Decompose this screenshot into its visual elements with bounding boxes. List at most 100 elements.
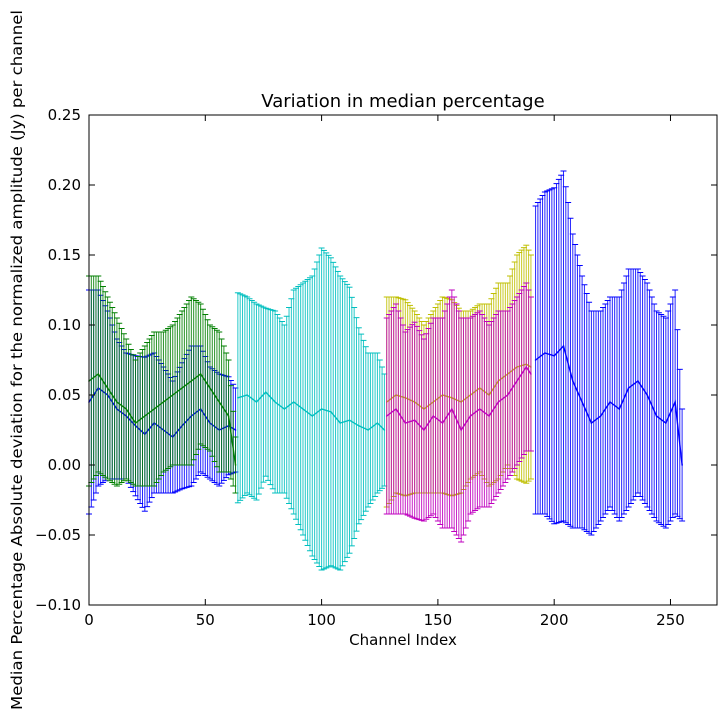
series-1-point <box>125 408 128 410</box>
series-1-point <box>134 422 137 424</box>
series-2-point <box>367 429 369 431</box>
series-5-point <box>590 422 593 424</box>
series-1-point <box>190 380 193 382</box>
x-tick-label-2: 100 <box>307 611 336 629</box>
series-1-point <box>97 373 100 375</box>
series-1-point <box>153 408 155 410</box>
series-4-point <box>516 380 518 382</box>
series-1-point <box>162 401 165 403</box>
series-1-point <box>181 387 183 389</box>
series-5-point <box>618 408 621 410</box>
chart-marks <box>86 170 686 571</box>
series-5-point <box>665 422 667 424</box>
series-4-error-bars <box>383 282 534 543</box>
series-2-point <box>348 419 351 422</box>
series-5-point <box>681 464 683 466</box>
y-tick-label-2: 0.00 <box>48 456 81 474</box>
series-5-point <box>674 401 676 403</box>
series-2-point <box>339 422 342 424</box>
series-2-point <box>330 411 332 413</box>
series-4-point <box>451 408 453 410</box>
series-1-point <box>199 373 202 375</box>
series-4-point <box>395 408 397 410</box>
x-tick-label-3: 150 <box>424 611 453 629</box>
y-tick-label-1: −0.05 <box>35 526 81 544</box>
series-1-point <box>234 464 237 466</box>
series-2-point <box>237 397 239 399</box>
series-2-point <box>255 401 258 403</box>
series-5-point <box>609 401 611 403</box>
series-0-line <box>88 386 236 438</box>
series-4-point <box>469 415 472 417</box>
series-5-point <box>655 415 658 417</box>
series-4-point <box>497 401 500 403</box>
series-5-point <box>637 380 639 382</box>
series-1-point <box>209 387 211 389</box>
series-1 <box>86 275 239 494</box>
series-4-point <box>413 419 416 422</box>
series-1-error-bars <box>86 275 239 494</box>
chart-title: Variation in median percentage <box>261 91 544 112</box>
series-4-point <box>404 422 407 424</box>
series-1-point <box>116 401 118 403</box>
series-0-point <box>234 429 237 431</box>
series-5-error-bars <box>532 170 686 536</box>
series-4-point <box>441 422 444 424</box>
plot-frame <box>88 114 718 606</box>
series-4-point <box>488 415 490 417</box>
series-4-point <box>530 373 532 375</box>
series-5-point <box>599 415 602 417</box>
y-tick-label-4: 0.10 <box>48 316 81 334</box>
series-5-point <box>646 394 649 396</box>
series-2-point <box>320 408 323 410</box>
series-4-point <box>478 408 481 410</box>
series-2-error-bars <box>234 247 388 571</box>
series-5-point <box>534 359 537 361</box>
series-5-point <box>562 345 565 347</box>
series-5 <box>532 170 686 536</box>
x-tick-label-5: 250 <box>656 611 685 629</box>
series-4 <box>383 282 534 543</box>
series-2-point <box>264 391 267 394</box>
x-tick-label-4: 200 <box>540 611 569 629</box>
series-2-line <box>237 391 385 431</box>
series-4-point <box>385 415 388 417</box>
series-5-point <box>544 352 546 354</box>
series-5-point <box>627 387 630 389</box>
series-1-point <box>144 415 146 417</box>
series-4-point <box>525 366 528 368</box>
series-4-point <box>432 415 435 417</box>
series-5-line <box>535 344 683 466</box>
series-5-point <box>553 355 555 357</box>
series-1-point <box>218 401 221 403</box>
series-2-point <box>274 401 276 403</box>
series-2-point <box>383 429 386 431</box>
series-1-point <box>171 394 174 396</box>
series-2-point <box>246 394 248 396</box>
y-tick-label-3: 0.05 <box>48 386 81 404</box>
series-2-point <box>302 408 304 410</box>
y-tick-label-5: 0.15 <box>48 246 81 264</box>
series-4-point <box>423 429 425 431</box>
series-1-line <box>88 372 237 466</box>
x-tick-label-1: 50 <box>196 611 215 629</box>
axis-ticks: 0 50 100 150 200 250 −0.10 −0.05 0.00 0.05 0.10 0.1… <box>35 106 717 629</box>
y-tick-label-6: 0.20 <box>48 176 81 194</box>
y-tick-label-7: 0.25 <box>48 106 81 124</box>
series-4-point <box>460 429 462 431</box>
series-2-point <box>358 425 360 427</box>
series-2-point <box>376 422 379 424</box>
y-tick-label-0: −0.10 <box>35 596 81 614</box>
series-2 <box>234 247 388 571</box>
series-1-point <box>106 387 109 389</box>
series-1-point <box>227 415 230 417</box>
x-axis-label: Channel Index <box>349 631 457 649</box>
x-tick-label-0: 0 <box>84 611 94 629</box>
series-5-point <box>581 401 583 403</box>
series-2-point <box>283 408 286 410</box>
y-axis-label: Median Percentage Absolute deviation for… <box>8 10 26 710</box>
series-2-point <box>292 401 295 403</box>
series-4-point <box>506 394 509 396</box>
series-5-point <box>571 380 574 382</box>
